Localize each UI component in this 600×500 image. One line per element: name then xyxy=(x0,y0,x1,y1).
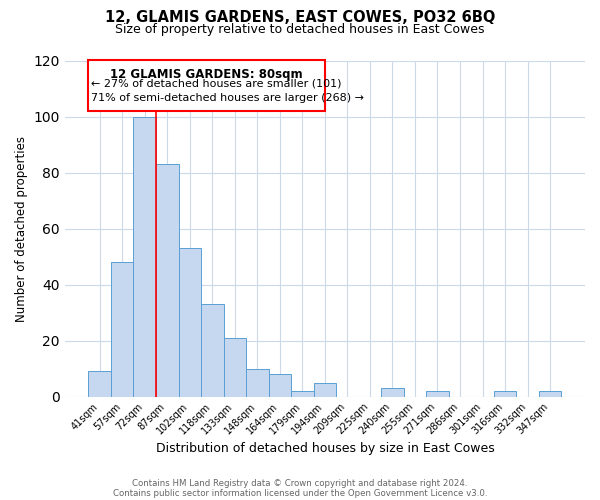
Bar xyxy=(88,60,325,111)
Bar xyxy=(156,164,179,396)
Text: Contains HM Land Registry data © Crown copyright and database right 2024.: Contains HM Land Registry data © Crown c… xyxy=(132,478,468,488)
Bar xyxy=(381,388,404,396)
Bar xyxy=(133,116,156,396)
Bar xyxy=(88,372,111,396)
Text: ← 27% of detached houses are smaller (101): ← 27% of detached houses are smaller (10… xyxy=(91,78,341,88)
Text: 12 GLAMIS GARDENS: 80sqm: 12 GLAMIS GARDENS: 80sqm xyxy=(110,68,303,80)
X-axis label: Distribution of detached houses by size in East Cowes: Distribution of detached houses by size … xyxy=(155,442,494,455)
Bar xyxy=(201,304,224,396)
Bar xyxy=(111,262,133,396)
Text: 12, GLAMIS GARDENS, EAST COWES, PO32 6BQ: 12, GLAMIS GARDENS, EAST COWES, PO32 6BQ xyxy=(105,10,495,25)
Bar xyxy=(314,382,336,396)
Bar xyxy=(179,248,201,396)
Bar xyxy=(269,374,291,396)
Bar xyxy=(224,338,246,396)
Bar xyxy=(539,391,562,396)
Bar xyxy=(246,368,269,396)
Text: Size of property relative to detached houses in East Cowes: Size of property relative to detached ho… xyxy=(115,22,485,36)
Bar xyxy=(291,391,314,396)
Y-axis label: Number of detached properties: Number of detached properties xyxy=(15,136,28,322)
Text: Contains public sector information licensed under the Open Government Licence v3: Contains public sector information licen… xyxy=(113,488,487,498)
Bar xyxy=(426,391,449,396)
Text: 71% of semi-detached houses are larger (268) →: 71% of semi-detached houses are larger (… xyxy=(91,92,364,102)
Bar xyxy=(494,391,517,396)
